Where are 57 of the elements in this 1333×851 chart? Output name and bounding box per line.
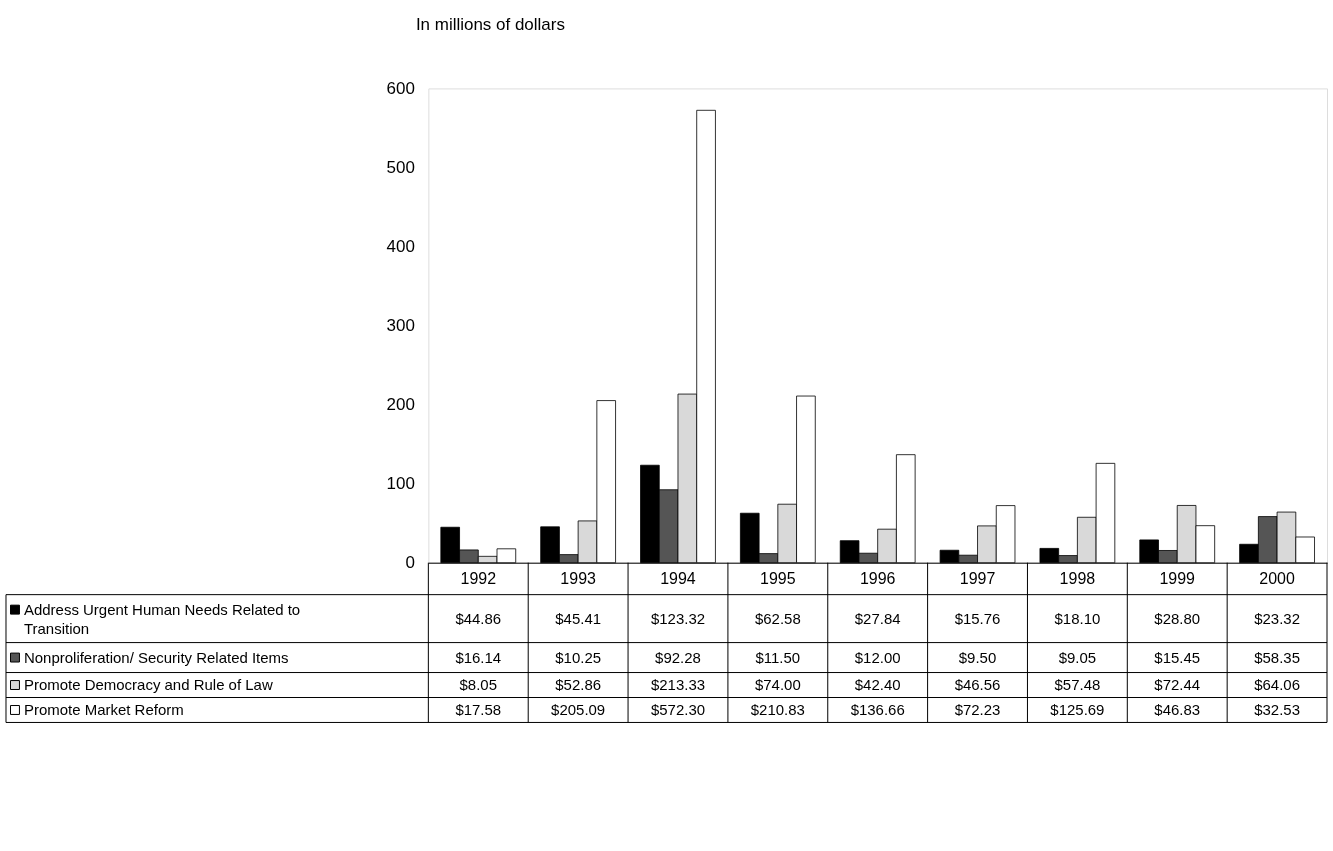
data-label: $42.40 [854, 676, 901, 694]
y-tick-label: 400 [386, 237, 415, 256]
data-label: $72.23 [954, 700, 1001, 718]
data-label: $9.50 [958, 648, 997, 666]
legend-label: Address Urgent Human Needs Related to Transition [23, 600, 301, 637]
data-label: $64.06 [1254, 676, 1300, 694]
y-tick-label: 200 [386, 395, 415, 415]
data-label: $16.14 [455, 648, 502, 666]
x-tick-label: 1995 [760, 570, 796, 588]
data-label: $27.84 [854, 609, 901, 627]
data-label: $8.05 [459, 676, 498, 694]
data-label: $44.86 [455, 609, 502, 627]
x-tick-label: 2000 [1259, 570, 1295, 588]
data-label: $18.10 [1054, 609, 1101, 627]
data-label: $11.50 [755, 648, 801, 666]
x-tick-label: 1993 [560, 570, 597, 588]
data-label: $32.53 [1254, 700, 1300, 718]
data-label: $74.00 [754, 676, 801, 694]
data-label: $15.45 [1154, 648, 1201, 666]
data-label: $205.09 [551, 700, 606, 718]
y-axis-title: In millions of dollars [415, 15, 565, 34]
y-tick-label: 100 [386, 474, 415, 494]
data-label: $46.83 [1154, 700, 1201, 718]
legend-label: Promote Democracy and Rule of Law [23, 676, 273, 694]
y-tick-label: 500 [386, 157, 415, 177]
data-label: $15.76 [954, 609, 1001, 627]
x-tick-label: 1997 [959, 570, 996, 588]
data-label: $28.80 [1154, 609, 1201, 627]
data-label: $45.41 [555, 609, 602, 627]
data-label: $10.25 [555, 648, 602, 666]
y-tick-label: 300 [386, 316, 415, 336]
data-label: $123.32 [650, 609, 706, 627]
data-label: $17.58 [455, 700, 502, 718]
x-tick-label: 1998 [1059, 570, 1096, 588]
x-tick-label: 1999 [1159, 570, 1196, 588]
data-label: $72.44 [1154, 676, 1201, 694]
legend-label: Nonproliferation/ Security Related Items [23, 648, 289, 666]
data-label: $46.56 [954, 676, 1001, 694]
data-label: $12.00 [854, 648, 901, 666]
x-tick-label: 1996 [859, 570, 896, 588]
legend-label: Promote Market Reform [23, 700, 184, 718]
data-label: $9.05 [1058, 648, 1097, 666]
data-label: $52.86 [555, 676, 602, 694]
x-tick-label: 1992 [460, 570, 497, 588]
data-label: $572.30 [650, 700, 706, 718]
data-label: $125.69 [1050, 700, 1105, 718]
data-label: $213.33 [650, 676, 706, 694]
data-label: $58.35 [1254, 648, 1300, 666]
x-tick-label: 1994 [660, 570, 696, 588]
data-label: $210.83 [750, 700, 805, 718]
data-label: $62.58 [754, 609, 801, 627]
data-label: $136.66 [850, 700, 905, 718]
data-label: $57.48 [1054, 676, 1101, 694]
data-label: $92.28 [655, 648, 701, 666]
y-tick-label: 600 [386, 78, 415, 98]
data-label: $23.32 [1254, 609, 1300, 627]
y-tick-label: 0 [405, 553, 415, 573]
